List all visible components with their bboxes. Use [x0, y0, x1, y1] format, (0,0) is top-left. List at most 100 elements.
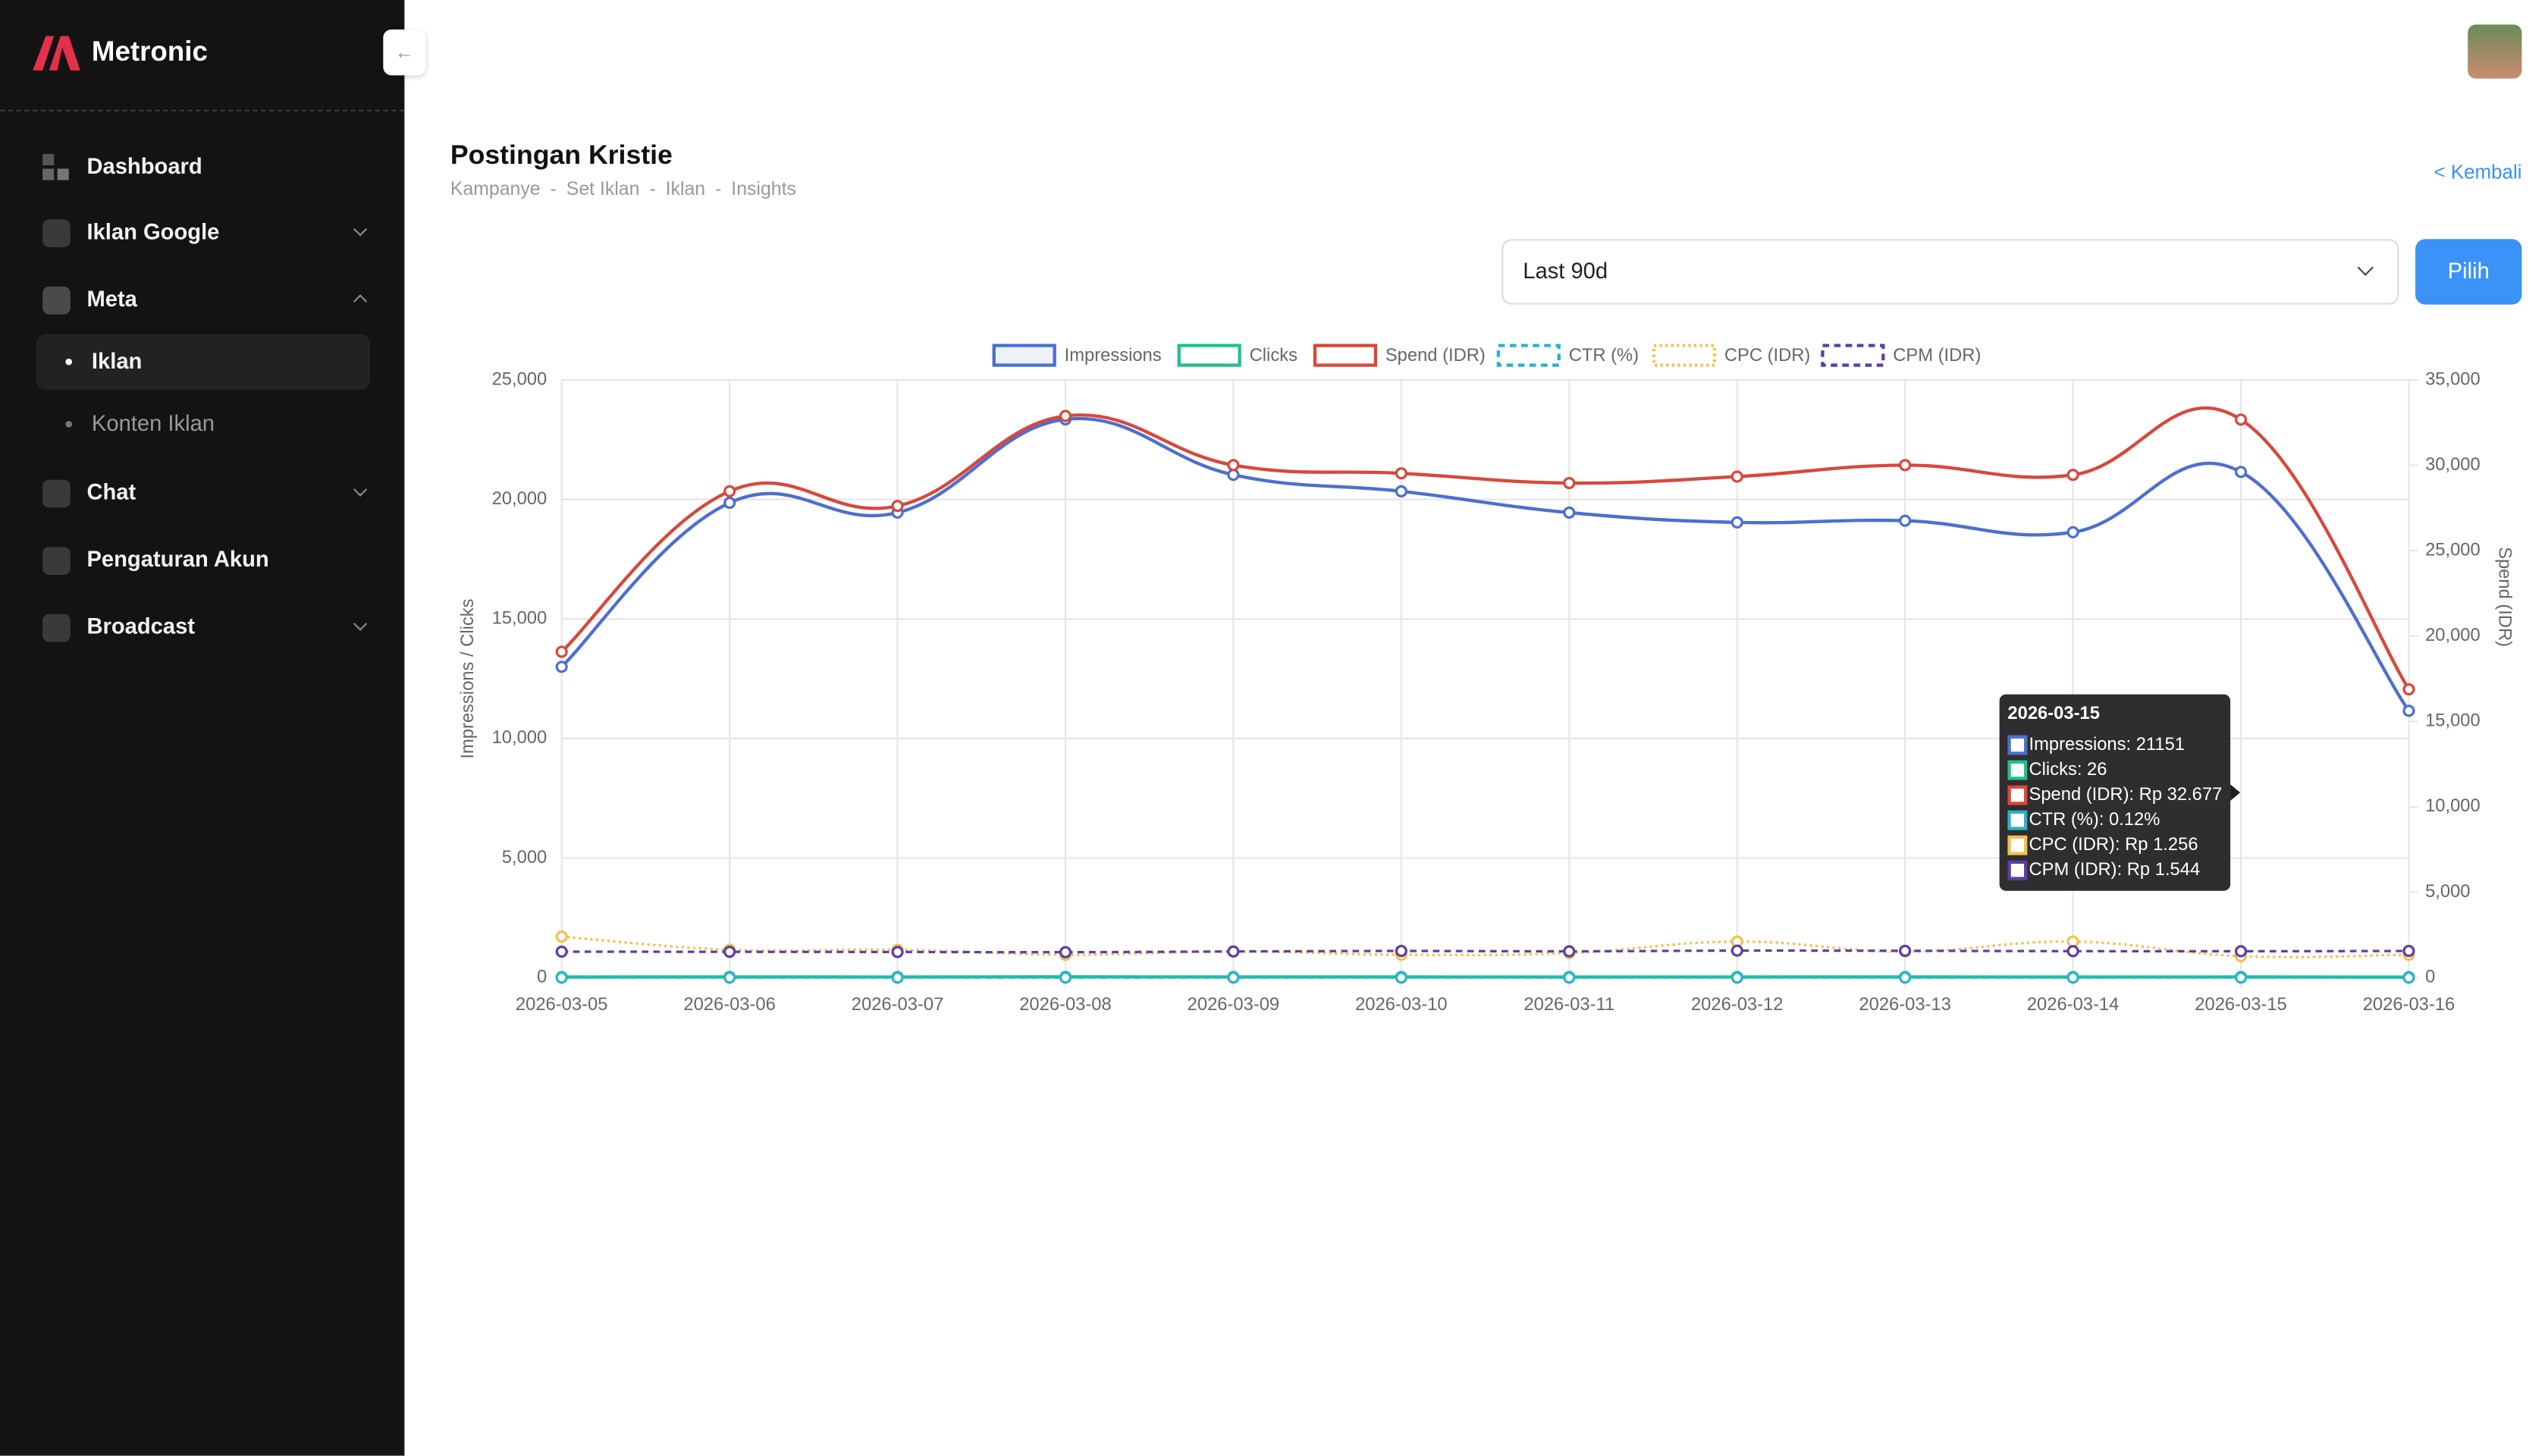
- legend-label: CPM (IDR): [1893, 345, 1981, 366]
- tooltip-arrow: [2230, 784, 2240, 801]
- data-point: [1396, 469, 1406, 479]
- series-line: [562, 419, 2409, 711]
- data-point: [725, 486, 735, 496]
- legend-swatch: [1498, 346, 1559, 366]
- y-tick-label: 25,000: [492, 369, 548, 389]
- data-point: [1396, 486, 1406, 496]
- x-tick-label: 2026-03-09: [1188, 994, 1280, 1015]
- x-tick-label: 2026-03-06: [683, 994, 776, 1015]
- data-point: [1396, 973, 1406, 983]
- legend-swatch: [1179, 346, 1240, 366]
- y-tick-label: 15,000: [492, 608, 548, 629]
- data-point: [725, 973, 735, 983]
- y2-axis-title: Spend (IDR): [2494, 547, 2515, 647]
- data-point: [1061, 411, 1071, 421]
- data-point: [1900, 460, 1910, 470]
- x-tick-label: 2026-03-05: [516, 994, 608, 1015]
- x-tick-label: 2026-03-10: [1355, 994, 1448, 1015]
- data-point: [2404, 706, 2414, 716]
- x-tick-label: 2026-03-15: [2195, 994, 2287, 1015]
- tooltip-swatch: [2010, 787, 2026, 804]
- data-point: [2068, 973, 2078, 983]
- data-point: [1228, 470, 1238, 480]
- series-line: [562, 951, 2409, 952]
- data-point: [1732, 517, 1742, 527]
- data-point: [1732, 472, 1742, 482]
- legend-label: Clicks: [1250, 345, 1298, 366]
- legend-label: CTR (%): [1569, 345, 1639, 366]
- tooltip-swatch: [2010, 737, 2026, 754]
- tooltip-item: Clicks: 26: [2029, 759, 2107, 780]
- data-point: [1228, 973, 1238, 983]
- y2-tick-label: 15,000: [2425, 711, 2481, 731]
- data-point: [1900, 516, 1910, 526]
- series-line: [562, 408, 2409, 689]
- tooltip-swatch: [2010, 762, 2026, 779]
- data-point: [557, 932, 566, 942]
- data-point: [1564, 479, 1574, 488]
- data-point: [2236, 973, 2246, 983]
- y-tick-label: 5,000: [502, 847, 547, 868]
- data-point: [893, 973, 902, 983]
- data-point: [2404, 973, 2414, 983]
- data-point: [557, 647, 566, 657]
- tooltip-swatch: [2010, 812, 2026, 829]
- data-point: [725, 947, 735, 957]
- data-point: [893, 501, 902, 511]
- data-point: [1732, 973, 1742, 983]
- x-tick-label: 2026-03-11: [1523, 994, 1614, 1015]
- tooltip-item: Spend (IDR): Rp 32.677: [2029, 784, 2222, 805]
- data-point: [1228, 460, 1238, 470]
- tooltip-swatch: [2010, 862, 2026, 879]
- y2-tick-label: 25,000: [2425, 539, 2481, 560]
- data-point: [725, 498, 735, 508]
- data-point: [1900, 946, 1910, 956]
- data-point: [2068, 527, 2078, 537]
- data-point: [1564, 507, 1574, 517]
- y-tick-label: 20,000: [492, 488, 548, 509]
- x-tick-label: 2026-03-08: [1019, 994, 1112, 1015]
- legend-label: Impressions: [1065, 345, 1162, 366]
- data-point: [2236, 415, 2246, 425]
- y-tick-label: 0: [537, 966, 547, 987]
- legend-label: CPC (IDR): [1724, 345, 1810, 366]
- x-tick-label: 2026-03-13: [1859, 994, 1951, 1015]
- y2-tick-label: 10,000: [2425, 795, 2481, 816]
- data-point: [1732, 946, 1742, 956]
- tooltip-swatch: [2010, 837, 2026, 854]
- data-point: [1564, 946, 1574, 956]
- tooltip-item: CPM (IDR): Rp 1.544: [2029, 859, 2200, 880]
- data-point: [893, 947, 902, 957]
- tooltip-item: Impressions: 21151: [2029, 734, 2185, 755]
- data-point: [1061, 947, 1071, 957]
- x-tick-label: 2026-03-12: [1691, 994, 1784, 1015]
- data-point: [1061, 973, 1071, 983]
- tooltip-title: 2026-03-15: [2007, 703, 2100, 723]
- legend-swatch: [1654, 346, 1715, 366]
- legend-swatch: [994, 346, 1055, 366]
- y2-tick-label: 20,000: [2425, 625, 2481, 645]
- y2-tick-label: 30,000: [2425, 454, 2481, 475]
- data-point: [1396, 946, 1406, 956]
- data-point: [557, 973, 566, 983]
- data-point: [2404, 685, 2414, 695]
- legend-label: Spend (IDR): [1385, 345, 1486, 366]
- data-point: [1564, 973, 1574, 983]
- data-point: [2068, 470, 2078, 480]
- x-tick-label: 2026-03-16: [2363, 994, 2455, 1015]
- data-point: [2236, 946, 2246, 956]
- data-point: [1228, 946, 1238, 956]
- data-point: [2404, 946, 2414, 956]
- data-point: [2068, 946, 2078, 956]
- y2-tick-label: 0: [2425, 966, 2435, 987]
- tooltip: 2026-03-15 Impressions: 21151 Clicks: 26 Sp…: [2000, 695, 2240, 891]
- data-point: [2236, 467, 2246, 477]
- data-point: [1900, 973, 1910, 983]
- y2-tick-label: 5,000: [2425, 881, 2470, 902]
- tooltip-item: CPC (IDR): Rp 1.256: [2029, 834, 2198, 855]
- data-point: [557, 946, 566, 956]
- tooltip-item: CTR (%): 0.12%: [2029, 809, 2160, 830]
- data-point: [557, 662, 566, 672]
